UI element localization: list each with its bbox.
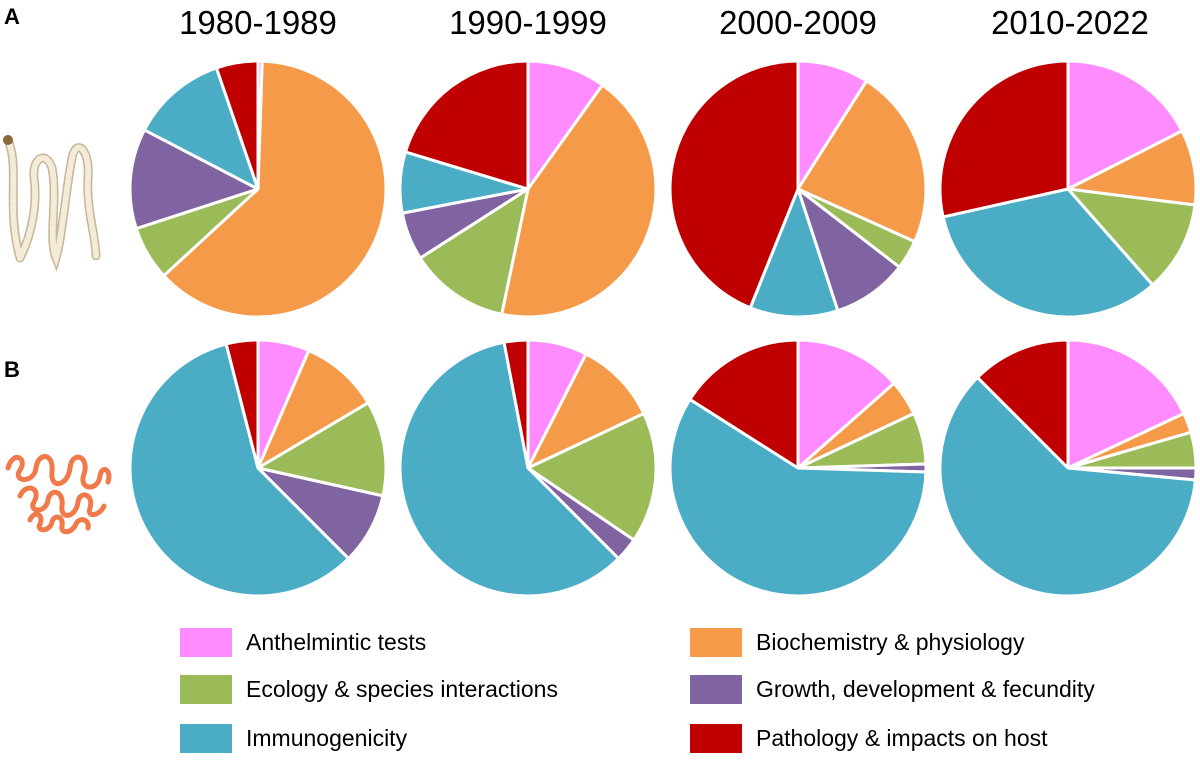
legend-swatch xyxy=(690,674,742,704)
slice-pathology-and-impacts-on-host xyxy=(668,59,800,310)
legend-swatch xyxy=(180,627,232,657)
legend-label: Ecology & species interactions xyxy=(246,675,558,702)
legend-item-biochemistry-and-physiology: Biochemistry & physiology xyxy=(690,625,1024,659)
column-title-2000-2009: 2000-2009 xyxy=(719,4,877,41)
row-label-b: B xyxy=(4,357,20,382)
pie-b-2010-2022 xyxy=(938,338,1198,598)
tapeworm-illustration xyxy=(3,135,101,272)
pie-a-1990-1999 xyxy=(398,59,658,319)
legend-item-ecology-and-species-interactions: Ecology & species interactions xyxy=(180,672,558,706)
slice-biochemistry-and-physiology xyxy=(162,59,388,319)
pie-b-2000-2009 xyxy=(668,338,928,598)
pie-a-2000-2009 xyxy=(668,59,928,319)
slice-pathology-and-impacts-on-host xyxy=(688,338,800,470)
legend-swatch xyxy=(690,627,742,657)
pie-a-2010-2022 xyxy=(938,59,1198,319)
slice-immunogenicity xyxy=(668,397,928,598)
legend-swatch xyxy=(180,723,232,753)
slice-pathology-and-impacts-on-host xyxy=(938,59,1070,219)
slice-anthelmintic-tests xyxy=(796,338,896,470)
column-title-2010-2022: 2010-2022 xyxy=(991,4,1149,41)
legend-swatch xyxy=(690,723,742,753)
slice-pathology-and-impacts-on-host xyxy=(975,338,1070,470)
slice-pathology-and-impacts-on-host xyxy=(403,59,530,191)
slice-pathology-and-impacts-on-host xyxy=(224,338,260,470)
legend-item-anthelmintic-tests: Anthelmintic tests xyxy=(180,625,426,659)
slice-anthelmintic-tests xyxy=(526,59,605,191)
slice-biochemistry-and-physiology xyxy=(526,352,646,470)
slice-anthelmintic-tests xyxy=(1066,338,1186,470)
slice-anthelmintic-tests xyxy=(1066,59,1184,191)
slice-biochemistry-and-physiology xyxy=(500,83,658,319)
slice-biochemistry-and-physiology xyxy=(256,349,370,470)
pie-b-1980-1989 xyxy=(128,338,388,598)
legend-item-pathology-and-impacts-on-host: Pathology & impacts on host xyxy=(690,721,1048,755)
slice-ecology-and-species-interactions xyxy=(418,187,530,316)
slice-ecology-and-species-interactions xyxy=(256,401,388,498)
roundworm-illustration xyxy=(5,454,112,535)
slice-biochemistry-and-physiology xyxy=(796,79,928,244)
slice-immunogenicity xyxy=(938,375,1197,598)
legend-label: Pathology & impacts on host xyxy=(756,724,1048,751)
slice-ecology-and-species-interactions xyxy=(526,412,658,542)
slice-growth-development-and-fecundity xyxy=(128,128,260,231)
slice-pathology-and-impacts-on-host xyxy=(214,59,260,191)
slice-pathology-and-impacts-on-host xyxy=(502,338,530,470)
legend-label: Biochemistry & physiology xyxy=(756,628,1025,655)
legend-label: Growth, development & fecundity xyxy=(756,675,1095,702)
slice-immunogenicity xyxy=(128,342,351,598)
column-title-1990-1999: 1990-1999 xyxy=(449,4,607,41)
column-title-1980-1989: 1980-1989 xyxy=(179,4,337,41)
legend-item-immunogenicity: Immunogenicity xyxy=(180,721,407,755)
slice-immunogenicity xyxy=(941,187,1155,319)
legend-label: Anthelmintic tests xyxy=(246,628,427,655)
slice-ecology-and-species-interactions xyxy=(1066,187,1197,287)
row-label-a: A xyxy=(4,4,20,29)
pie-b-1990-1999 xyxy=(398,338,658,598)
legend-swatch xyxy=(180,674,232,704)
slice-immunogenicity xyxy=(398,340,621,598)
pie-a-1980-1989 xyxy=(128,59,388,319)
slice-immunogenicity xyxy=(142,66,260,191)
legend-item-growth-development-and-fecundity: Growth, development & fecundity xyxy=(690,672,1095,706)
legend-label: Immunogenicity xyxy=(246,724,408,751)
slice-immunogenicity xyxy=(748,187,840,319)
